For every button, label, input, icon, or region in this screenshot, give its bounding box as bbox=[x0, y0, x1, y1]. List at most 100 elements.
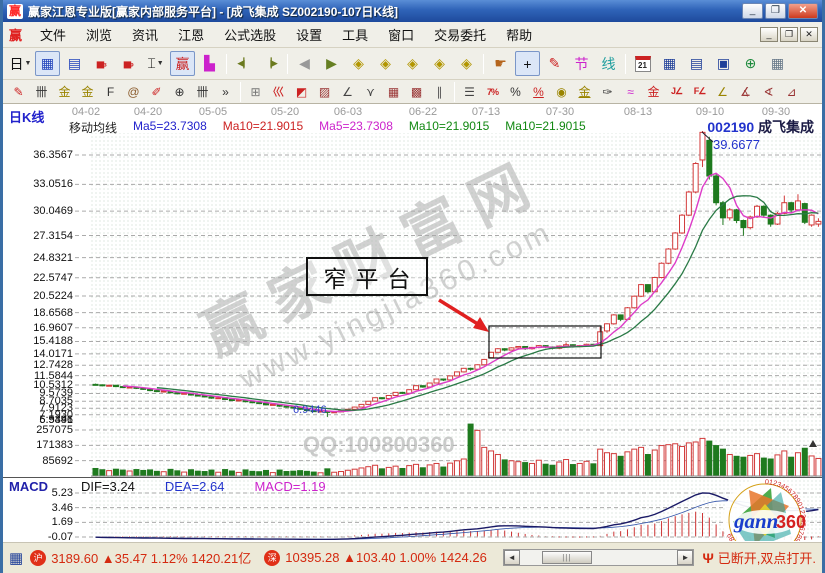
price-axis-label: 11.5844 bbox=[34, 369, 73, 382]
toolbar-separator bbox=[287, 53, 288, 74]
mdi-close-button[interactable]: ✕ bbox=[800, 27, 818, 42]
hand-tool-icon[interactable]: ☛ bbox=[494, 55, 507, 71]
menu-item-文件[interactable]: 文件 bbox=[40, 28, 67, 43]
info-board-icon[interactable]: ▤ bbox=[67, 55, 82, 71]
spiral-tool-icon[interactable]: @ bbox=[127, 84, 140, 99]
arrow-grid-icon[interactable]: ▩ bbox=[410, 84, 423, 99]
angle-speed-icon[interactable]: ∡ bbox=[740, 84, 751, 99]
vee-line-icon[interactable]: ⋎ bbox=[366, 84, 375, 99]
restore-button[interactable]: ❐ bbox=[765, 3, 786, 19]
line-tool-icon[interactable]: 线 bbox=[601, 55, 616, 72]
shanghai-index-quote[interactable]: 3189.60 ▲35.47 1.12% 1420.21亿 bbox=[51, 551, 252, 566]
date-tick: 04-02 bbox=[71, 106, 101, 118]
percent-line-icon[interactable]: % bbox=[533, 84, 544, 99]
shenzhen-index-icon[interactable]: 深 bbox=[264, 549, 281, 566]
zoom-v-in-icon[interactable]: ◈ bbox=[434, 55, 445, 71]
wave-tool-icon[interactable]: ≈ bbox=[627, 84, 634, 99]
label-pen-icon[interactable]: ✎ bbox=[548, 55, 561, 71]
kline-chart-canvas[interactable] bbox=[3, 104, 822, 541]
angle-f-icon[interactable]: F∠ bbox=[693, 86, 707, 96]
mdi-restore-button[interactable]: ❐ bbox=[780, 27, 798, 42]
menu-item-浏览[interactable]: 浏览 bbox=[86, 28, 113, 43]
window-tile-icon[interactable]: ▦ bbox=[35, 51, 60, 76]
grid-setup-icon[interactable]: ⊞ bbox=[250, 84, 261, 99]
connection-status[interactable]: 已断开,双点打开. bbox=[717, 551, 816, 566]
menu-item-公式选股[interactable]: 公式选股 bbox=[224, 28, 277, 43]
calculator-status-icon[interactable]: ▦ bbox=[9, 549, 24, 567]
mdi-minimize-button[interactable]: _ bbox=[760, 27, 778, 42]
gold-line-icon[interactable]: 金 bbox=[578, 85, 591, 99]
calendar-icon[interactable]: 21 bbox=[630, 51, 655, 76]
draw-pen-icon[interactable]: ✎ bbox=[13, 84, 24, 99]
period-day-selector[interactable]: 日 ▼ bbox=[9, 55, 32, 72]
price-axis-label: 8.7035 bbox=[39, 395, 73, 408]
color-chart-icon[interactable]: ▙ bbox=[204, 55, 215, 71]
scroll-right-arrow[interactable]: ► bbox=[677, 550, 694, 565]
gold-grid-1-icon[interactable]: 金 bbox=[58, 85, 71, 99]
date-tick: 09-10 bbox=[695, 106, 725, 118]
kline-3-icon[interactable]: ▅₃ bbox=[96, 58, 107, 68]
platform-annotation-box[interactable]: 窄平台 bbox=[306, 257, 428, 296]
zoom-v-out-icon[interactable]: ◈ bbox=[407, 55, 418, 71]
kline-9-icon[interactable]: ▅₉ bbox=[124, 58, 134, 68]
next-bar-icon[interactable]: ▶ bbox=[326, 55, 337, 71]
zoom-h-in-icon[interactable]: ◈ bbox=[380, 55, 391, 71]
draw-pen2-icon[interactable]: ✐ bbox=[151, 84, 162, 99]
notebook-icon[interactable]: ▤ bbox=[689, 55, 704, 71]
date-tick: 06-22 bbox=[408, 106, 438, 118]
fan-lines-icon[interactable]: 巛 bbox=[272, 85, 285, 99]
menu-item-窗口[interactable]: 窗口 bbox=[388, 28, 415, 43]
save-disk-icon[interactable]: ▣ bbox=[716, 55, 731, 71]
horizontal-scrollbar[interactable]: ◄ ||| ► bbox=[502, 549, 695, 566]
menu-item-交易委托[interactable]: 交易委托 bbox=[434, 28, 487, 43]
close-button[interactable]: ✕ bbox=[788, 3, 818, 19]
angle-line-icon[interactable]: ∠ bbox=[342, 84, 353, 99]
menu-item-资讯[interactable]: 资讯 bbox=[132, 28, 159, 43]
last-bar-icon[interactable]: ▕▶ bbox=[264, 58, 278, 68]
angle-gold-icon[interactable]: ∠ bbox=[717, 84, 728, 99]
box-rays-icon[interactable]: ▨ bbox=[318, 84, 331, 99]
zoom-h-out-icon[interactable]: ◈ bbox=[353, 55, 364, 71]
price-axis-label: 12.7428 bbox=[33, 359, 73, 372]
price-ruler-icon[interactable]: ☰ bbox=[464, 84, 475, 99]
minimize-button[interactable]: _ bbox=[742, 3, 763, 19]
mascot-icon[interactable]: 赢 bbox=[170, 51, 195, 76]
gann-grid-icon[interactable]: 卌 bbox=[35, 85, 48, 99]
gold-red-icon[interactable]: 金 bbox=[647, 85, 660, 99]
angle-j-icon[interactable]: J∠ bbox=[670, 86, 683, 96]
cycle-circle-icon[interactable]: ⊕ bbox=[174, 84, 185, 99]
fibo-grid-icon[interactable]: F bbox=[106, 84, 115, 99]
scroll-thumb[interactable]: ||| bbox=[541, 551, 592, 564]
hash-grid-icon[interactable]: 卌 bbox=[196, 85, 209, 99]
parallel-lines-icon[interactable]: ∥ bbox=[436, 84, 443, 99]
remote-pc-icon[interactable]: ▦ bbox=[770, 55, 785, 71]
toolbar-separator bbox=[454, 81, 455, 102]
menu-item-工具[interactable]: 工具 bbox=[342, 28, 369, 43]
menu-item-帮助[interactable]: 帮助 bbox=[506, 28, 533, 43]
percent7-icon[interactable]: 7% bbox=[486, 86, 499, 97]
gold-circle-icon[interactable]: ◉ bbox=[556, 84, 567, 99]
angle-four-icon[interactable]: ⊿ bbox=[786, 84, 797, 99]
chart-area: 赢家财富网 www.yingjia360.com QQ:100800360 日K… bbox=[3, 104, 822, 541]
dense-grid-icon[interactable]: ▦ bbox=[387, 84, 400, 99]
angle-block-icon[interactable]: ∢ bbox=[763, 84, 774, 99]
menu-item-设置[interactable]: 设置 bbox=[296, 28, 323, 43]
zoom-reset-icon[interactable]: ◈ bbox=[461, 55, 472, 71]
first-bar-icon[interactable]: ◀▏ bbox=[237, 58, 251, 68]
web-globe-icon[interactable]: ⊕ bbox=[744, 55, 757, 71]
percent-icon[interactable]: % bbox=[510, 84, 521, 99]
festival-tool-icon[interactable]: 节 bbox=[574, 55, 589, 72]
more-tools-chevron[interactable]: » bbox=[222, 84, 229, 99]
pen-a-icon[interactable]: ✑ bbox=[602, 84, 613, 99]
crosshair-tool-icon[interactable]: + bbox=[515, 51, 540, 76]
gold-grid-2-icon[interactable]: 金 bbox=[81, 85, 94, 99]
shanghai-index-icon[interactable]: 沪 bbox=[30, 549, 47, 566]
fan-shaded-icon[interactable]: ◩ bbox=[295, 84, 308, 99]
ma-label: Ma5=23.7308 bbox=[319, 119, 393, 133]
menu-item-江恩[interactable]: 江恩 bbox=[178, 28, 205, 43]
scroll-left-arrow[interactable]: ◄ bbox=[503, 550, 520, 565]
calculator-icon[interactable]: ▦ bbox=[662, 55, 677, 71]
candle-style-icon[interactable]: ⌶ ▼ bbox=[147, 55, 164, 71]
shenzhen-index-quote[interactable]: 10395.28 ▲103.40 1.00% 1424.26 bbox=[285, 550, 487, 565]
prev-bar-icon[interactable]: ◀ bbox=[299, 55, 310, 71]
